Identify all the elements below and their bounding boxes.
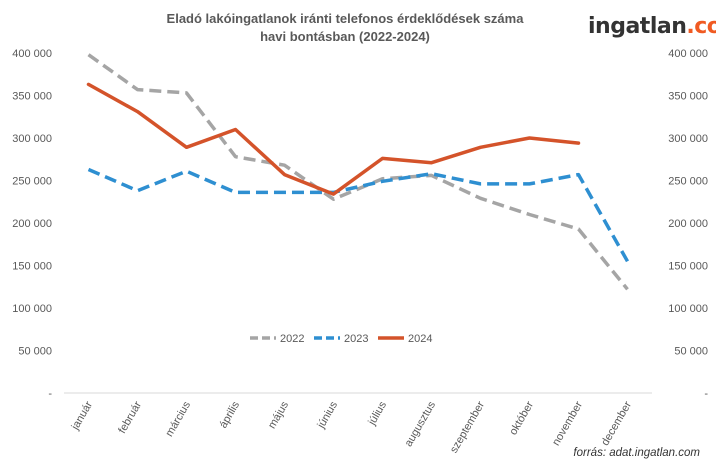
source-note: forrás: adat.ingatlan.com xyxy=(573,447,700,459)
brand-logo-name: ingatlan xyxy=(588,14,687,39)
y-tick-label-left: - xyxy=(48,388,52,400)
x-tick-label: február xyxy=(116,399,144,435)
chart-title-line1: Eladó lakóingatlanok iránti telefonos ér… xyxy=(166,11,524,26)
y-tick-label-left: 100 000 xyxy=(12,303,52,315)
y-tick-label-right: 50 000 xyxy=(674,346,708,358)
brand-logo-domain: .com xyxy=(686,14,716,39)
x-tick-label: július xyxy=(366,399,390,428)
x-tick-label: szeptember xyxy=(448,399,487,455)
legend-label-2024: 2024 xyxy=(408,333,432,345)
legend-label-2023: 2023 xyxy=(344,333,368,345)
y-tick-label-left: 200 000 xyxy=(12,218,52,230)
x-tick-label: április xyxy=(217,399,242,430)
y-tick-label-left: 150 000 xyxy=(12,261,52,273)
y-tick-label-left: 300 000 xyxy=(12,133,52,145)
chart-title-line2: havi bontásban (2022-2024) xyxy=(260,29,430,44)
y-tick-label-right: - xyxy=(704,388,708,400)
y-tick-label-left: 350 000 xyxy=(12,91,52,103)
y-tick-label-right: 200 000 xyxy=(668,218,708,230)
x-tick-label: december xyxy=(599,399,634,448)
y-tick-label-left: 50 000 xyxy=(18,346,52,358)
x-tick-label: augusztus xyxy=(403,399,439,449)
y-tick-label-left: 400 000 xyxy=(12,48,52,60)
x-tick-label: június xyxy=(315,399,341,431)
series-line-2022 xyxy=(87,53,629,291)
y-tick-label-right: 150 000 xyxy=(668,261,708,273)
x-tick-label: október xyxy=(507,399,536,437)
series-line-2023 xyxy=(87,167,630,263)
chart-title: Eladó lakóingatlanok iránti telefonos ér… xyxy=(150,10,540,46)
y-tick-label-left: 250 000 xyxy=(12,176,52,188)
legend-label-2022: 2022 xyxy=(280,333,304,345)
x-tick-label: március xyxy=(163,399,193,439)
series-line-2024 xyxy=(86,82,581,196)
x-tick-label: május xyxy=(266,399,291,431)
y-tick-label-right: 400 000 xyxy=(668,48,708,60)
y-tick-label-right: 100 000 xyxy=(668,303,708,315)
y-tick-label-right: 250 000 xyxy=(668,176,708,188)
x-tick-label: január xyxy=(69,399,95,433)
brand-logo: ingatlan.com xyxy=(588,14,716,39)
x-tick-label: november xyxy=(550,399,585,448)
y-tick-label-right: 350 000 xyxy=(668,91,708,103)
y-tick-label-right: 300 000 xyxy=(668,133,708,145)
